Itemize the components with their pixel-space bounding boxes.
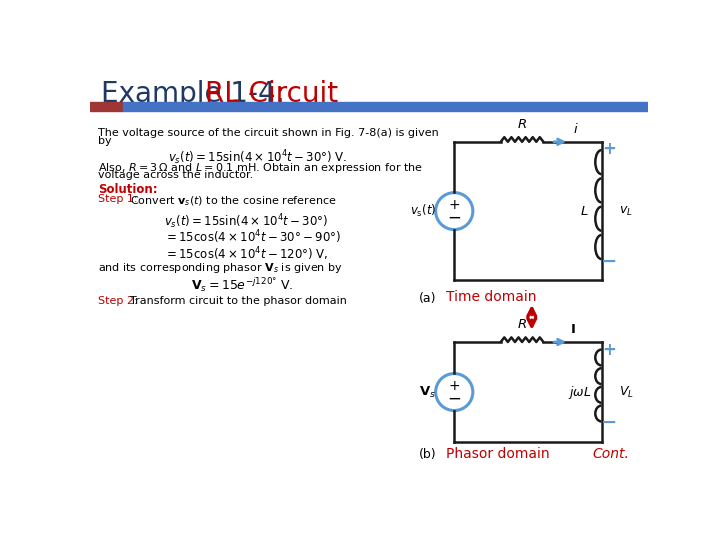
Text: $R$: $R$ — [517, 118, 527, 131]
Text: $= 15\cos(4 \times 10^4t - 120°)$ V,: $= 15\cos(4 \times 10^4t - 120°)$ V, — [163, 245, 328, 262]
Text: RL Circuit: RL Circuit — [204, 80, 338, 108]
Text: +: + — [603, 140, 616, 159]
Text: (b): (b) — [419, 448, 437, 461]
Text: −: − — [447, 389, 462, 407]
Text: $\mathbf{V}_s$: $\mathbf{V}_s$ — [418, 384, 436, 400]
Text: $i$: $i$ — [573, 122, 578, 136]
Text: Step 2:: Step 2: — [98, 296, 141, 306]
Text: Solution:: Solution: — [98, 183, 158, 195]
Text: $v_s(t) = 15\sin(4 \times 10^4t - 30°)$ V.: $v_s(t) = 15\sin(4 \times 10^4t - 30°)$ … — [168, 148, 347, 167]
Text: and its corresponding phasor $\mathbf{V}_s$ is given by: and its corresponding phasor $\mathbf{V}… — [98, 261, 343, 275]
Text: $v_s(t) = 15\sin(4 \times 10^4t - 30°)$: $v_s(t) = 15\sin(4 \times 10^4t - 30°)$ — [163, 213, 328, 231]
Text: (a): (a) — [419, 292, 437, 305]
Text: Transform circuit to the phasor domain: Transform circuit to the phasor domain — [130, 296, 347, 306]
Text: +: + — [449, 379, 460, 393]
Text: The voltage source of the circuit shown in Fig. 7-8(a) is given: The voltage source of the circuit shown … — [98, 128, 438, 138]
Bar — [122, 102, 648, 111]
Text: −: − — [447, 208, 462, 226]
Text: $= 15\cos(4 \times 10^4t - 30° - 90°)$: $= 15\cos(4 \times 10^4t - 30° - 90°)$ — [163, 229, 341, 246]
Text: Time domain: Time domain — [446, 291, 537, 305]
Text: voltage across the inductor.: voltage across the inductor. — [98, 170, 253, 179]
Text: Also, $R = 3\,\Omega$ and $L = 0.1$ mH. Obtain an expression for the: Also, $R = 3\,\Omega$ and $L = 0.1$ mH. … — [98, 161, 423, 175]
Text: $L$: $L$ — [580, 205, 589, 218]
Text: $R$: $R$ — [517, 318, 527, 331]
Text: Convert $\mathbf{v}_s(t)$ to the cosine reference: Convert $\mathbf{v}_s(t)$ to the cosine … — [130, 194, 337, 208]
Text: $v_L$: $v_L$ — [618, 205, 632, 218]
Text: $v_{\mathrm{s}}(t)$: $v_{\mathrm{s}}(t)$ — [410, 203, 436, 219]
Text: $j\omega L$: $j\omega L$ — [568, 383, 592, 401]
Text: +: + — [603, 341, 616, 359]
Text: by: by — [98, 137, 112, 146]
Text: $V_L$: $V_L$ — [618, 384, 634, 400]
Text: −: − — [601, 252, 618, 271]
Bar — [90, 102, 122, 111]
Text: Phasor domain: Phasor domain — [446, 447, 550, 461]
Text: Cont.: Cont. — [593, 447, 629, 461]
Text: −: − — [601, 413, 618, 433]
Text: $\mathbf{V}_s = 15e^{-j120°}$ V.: $\mathbf{V}_s = 15e^{-j120°}$ V. — [191, 276, 293, 294]
Text: +: + — [449, 198, 460, 212]
Text: Step 1:: Step 1: — [98, 194, 140, 204]
Text: Example 1-4:: Example 1-4: — [101, 80, 302, 108]
Text: $\mathbf{I}$: $\mathbf{I}$ — [570, 323, 576, 336]
